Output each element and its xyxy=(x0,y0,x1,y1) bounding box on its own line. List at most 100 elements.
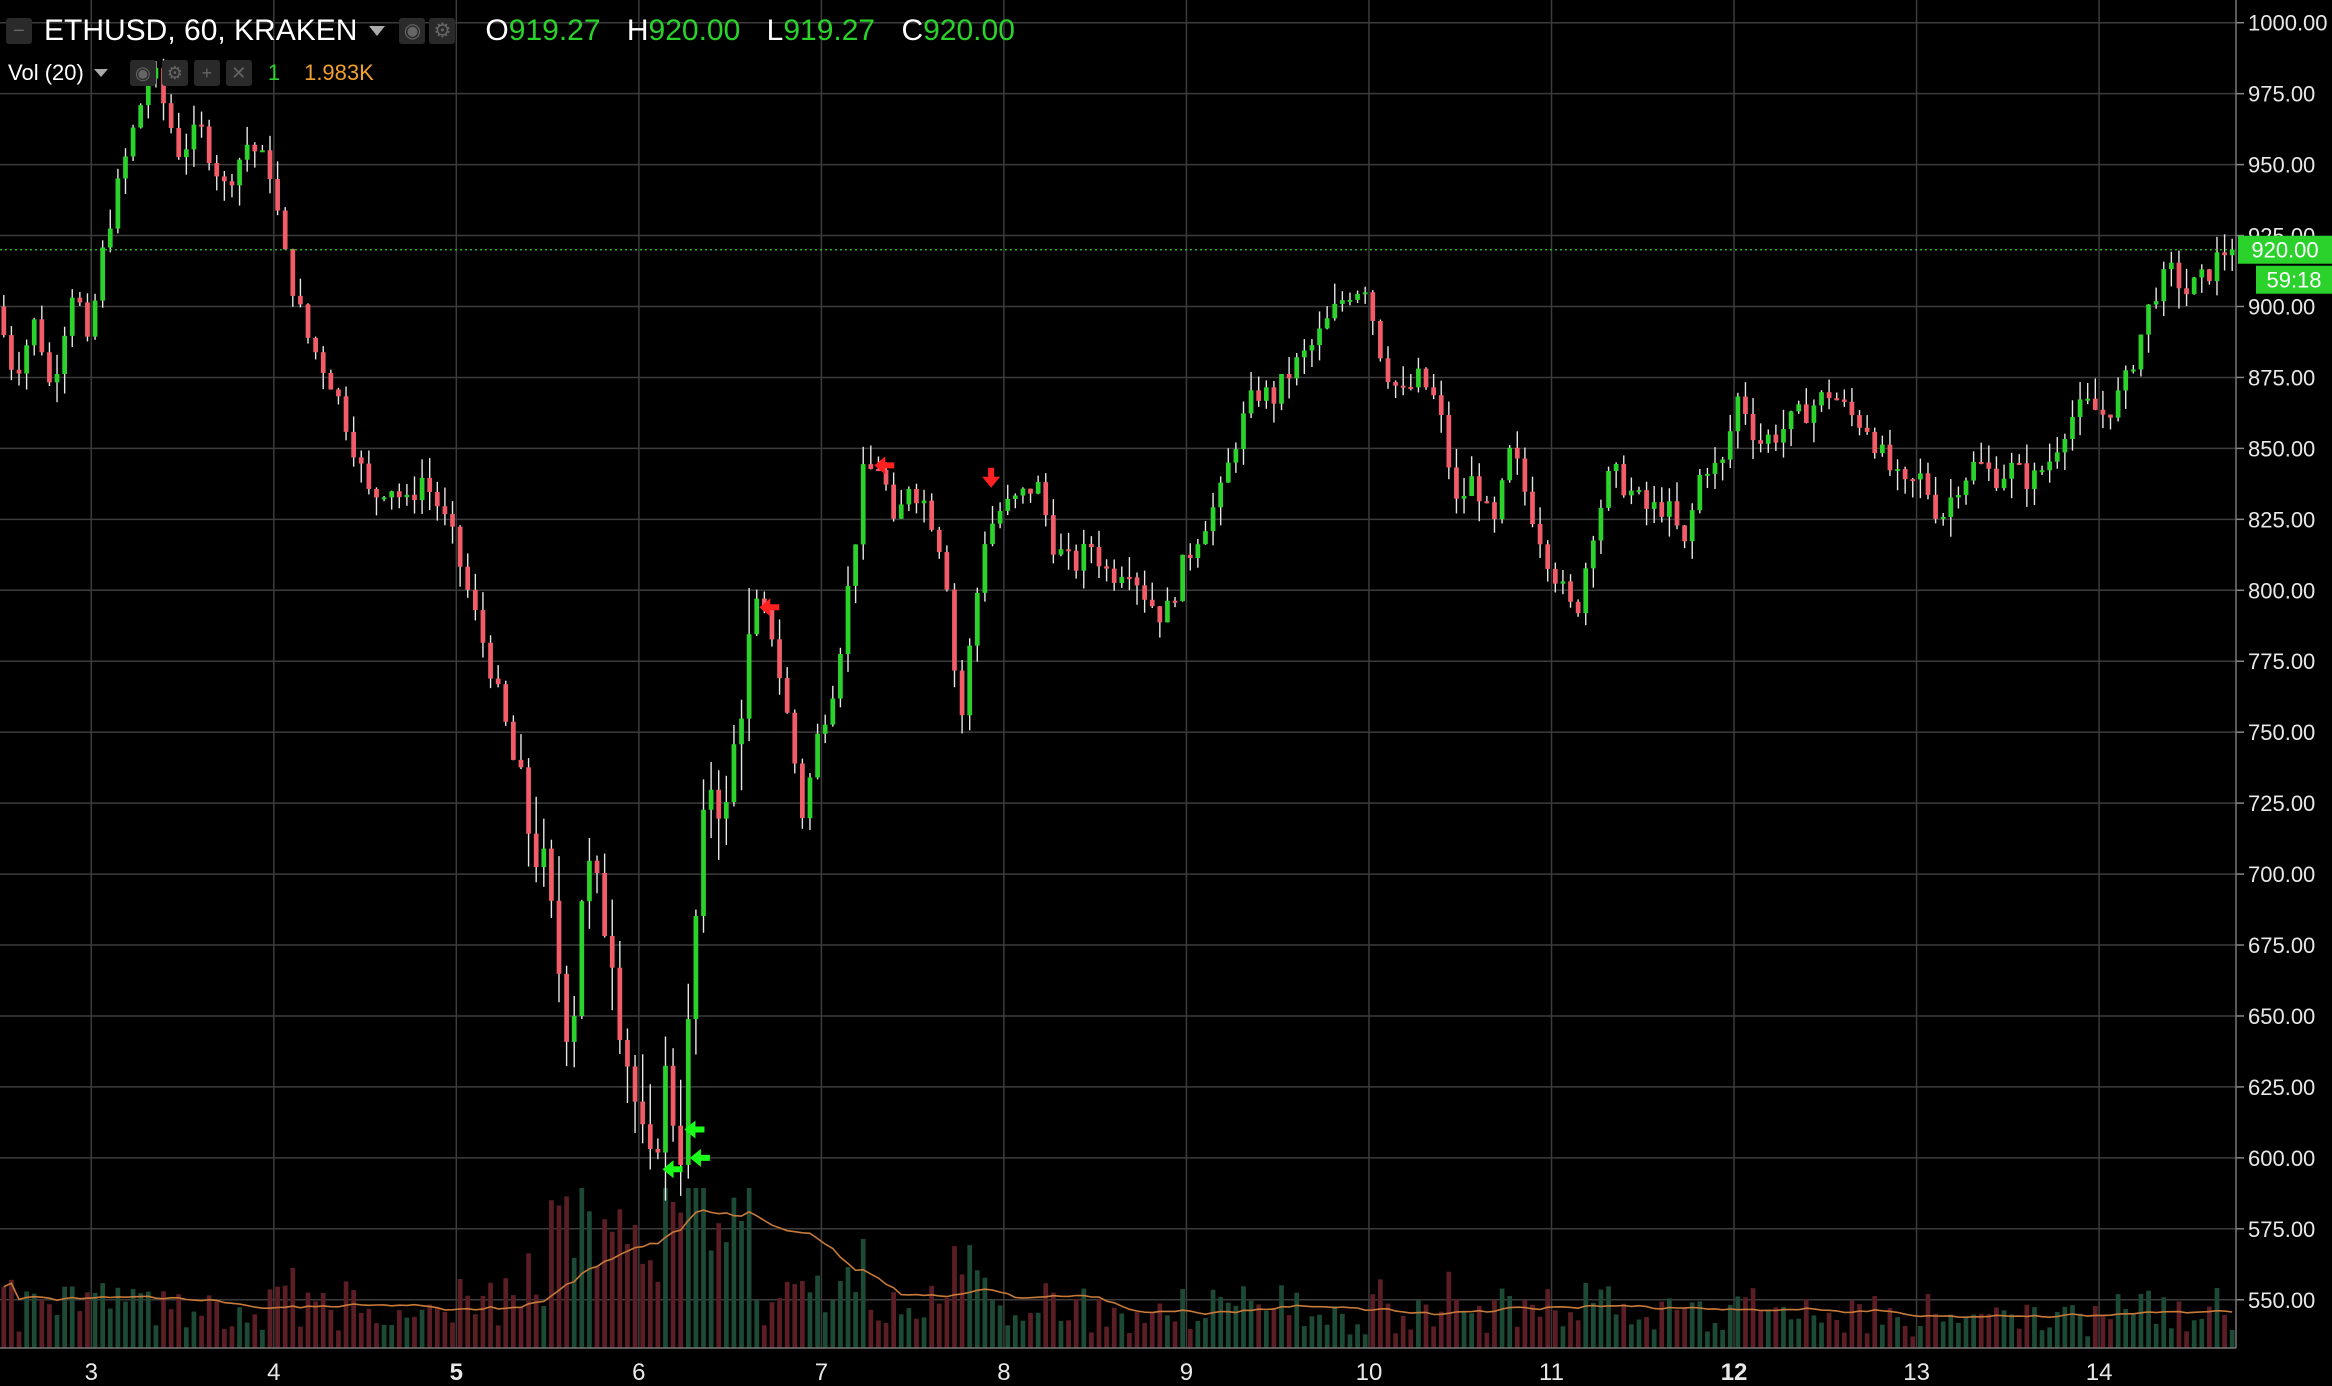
candle-body xyxy=(495,678,501,685)
candle-body xyxy=(412,494,417,501)
signal-arrow-icon xyxy=(662,1160,683,1179)
volume-bar xyxy=(495,1325,501,1348)
volume-dropdown-icon[interactable] xyxy=(93,69,108,77)
volume-bar xyxy=(685,1188,691,1348)
candle-body xyxy=(1788,411,1794,430)
volume-bar xyxy=(434,1307,440,1348)
plus-icon[interactable]: + xyxy=(193,60,220,86)
volume-bar xyxy=(1583,1283,1589,1348)
volume-bar xyxy=(1689,1302,1695,1348)
candle-body xyxy=(670,1065,676,1126)
volume-bar xyxy=(69,1286,75,1348)
volume-bar xyxy=(1644,1316,1649,1348)
candle-body xyxy=(343,396,349,432)
candle-body xyxy=(1,306,7,336)
volume-bar xyxy=(1629,1324,1634,1348)
volume-bar xyxy=(1142,1322,1147,1348)
volume-bar xyxy=(1887,1308,1893,1348)
volume-bar xyxy=(1119,1313,1125,1348)
candle-body xyxy=(1773,434,1779,443)
y-tick-label: 1000.00 xyxy=(2248,11,2328,36)
candle-body xyxy=(145,78,151,106)
volume-bar xyxy=(1408,1329,1414,1348)
volume-bar xyxy=(1613,1314,1619,1348)
eye-icon[interactable]: ◉ xyxy=(399,18,426,44)
candle-body xyxy=(1537,523,1543,545)
candle-body xyxy=(1636,490,1642,493)
candle-body xyxy=(800,763,805,819)
candle-body xyxy=(1134,577,1140,586)
gear-icon[interactable]: ⚙ xyxy=(161,60,188,86)
candle-body xyxy=(2100,409,2106,415)
volume-bar xyxy=(526,1253,531,1348)
candle-body xyxy=(1301,350,1307,358)
volume-bar xyxy=(1081,1288,1087,1348)
x-tick-label: 11 xyxy=(1539,1359,1564,1386)
candle-body xyxy=(31,319,37,346)
symbol-dropdown-icon[interactable] xyxy=(369,26,386,36)
candle-body xyxy=(1682,525,1687,542)
volume-bar xyxy=(298,1326,303,1348)
candle-body xyxy=(1362,292,1368,295)
candle-body xyxy=(746,634,752,719)
volume-bar xyxy=(1005,1325,1011,1348)
volume-indicator-name[interactable]: Vol (20) xyxy=(8,60,84,85)
volume-bar xyxy=(822,1312,828,1348)
candle-body xyxy=(1735,396,1741,432)
volume-bar xyxy=(838,1280,843,1348)
volume-bar xyxy=(343,1281,349,1348)
candle-body xyxy=(2207,269,2212,282)
candle-body xyxy=(564,973,569,1042)
candle-body xyxy=(1332,303,1338,319)
close-icon[interactable]: ✕ xyxy=(225,60,252,86)
candle-body xyxy=(929,500,935,530)
candle-body xyxy=(298,295,303,305)
x-tick-label: 10 xyxy=(1356,1359,1383,1386)
symbol-title[interactable]: ETHUSD, 60, KRAKEN xyxy=(44,14,358,47)
candle-body xyxy=(898,504,904,519)
symbol-legend: − ETHUSD, 60, KRAKEN ◉ ⚙ O919.27 H920.00… xyxy=(6,14,1033,48)
volume-bar xyxy=(9,1279,14,1348)
candle-body xyxy=(1180,554,1186,602)
volume-bar xyxy=(222,1329,227,1348)
candle-body xyxy=(845,585,851,655)
volume-bar xyxy=(625,1243,630,1348)
volume-bar xyxy=(2214,1287,2220,1348)
volume-bar xyxy=(2062,1306,2068,1348)
candle-body xyxy=(1256,390,1262,401)
volume-bar xyxy=(2054,1311,2060,1348)
candle-body xyxy=(678,1125,684,1165)
volume-bar xyxy=(1469,1313,1475,1348)
candle-body xyxy=(2001,478,2007,489)
signal-arrow-icon xyxy=(689,1148,710,1167)
volume-bar xyxy=(2024,1304,2030,1348)
volume-bar xyxy=(1933,1313,1938,1348)
collapse-icon[interactable]: − xyxy=(6,18,32,44)
volume-bar xyxy=(1750,1288,1756,1348)
candle-body xyxy=(526,767,531,834)
candle-body xyxy=(1956,495,1961,498)
volume-bar xyxy=(647,1260,653,1348)
candle-body xyxy=(2214,252,2220,282)
candle-body xyxy=(168,103,174,129)
volume-bar xyxy=(85,1292,90,1348)
candle-body xyxy=(366,463,372,489)
volume-bar xyxy=(1507,1295,1513,1348)
volume-bar xyxy=(412,1316,417,1348)
candle-body xyxy=(1233,449,1239,463)
candle-body xyxy=(1644,490,1649,509)
candle-body xyxy=(9,335,14,370)
candle-body xyxy=(1111,568,1117,583)
gear-icon[interactable]: ⚙ xyxy=(429,18,456,44)
volume-bar xyxy=(1765,1310,1771,1348)
volume-bar xyxy=(336,1330,341,1348)
candle-body xyxy=(701,809,706,917)
volume-bar xyxy=(183,1327,189,1348)
eye-icon[interactable]: ◉ xyxy=(129,60,156,86)
volume-bar xyxy=(959,1274,965,1348)
volume-bar xyxy=(2130,1313,2136,1348)
volume-bar xyxy=(1758,1309,1764,1348)
candle-body xyxy=(2108,414,2113,418)
volume-bar xyxy=(754,1300,760,1348)
